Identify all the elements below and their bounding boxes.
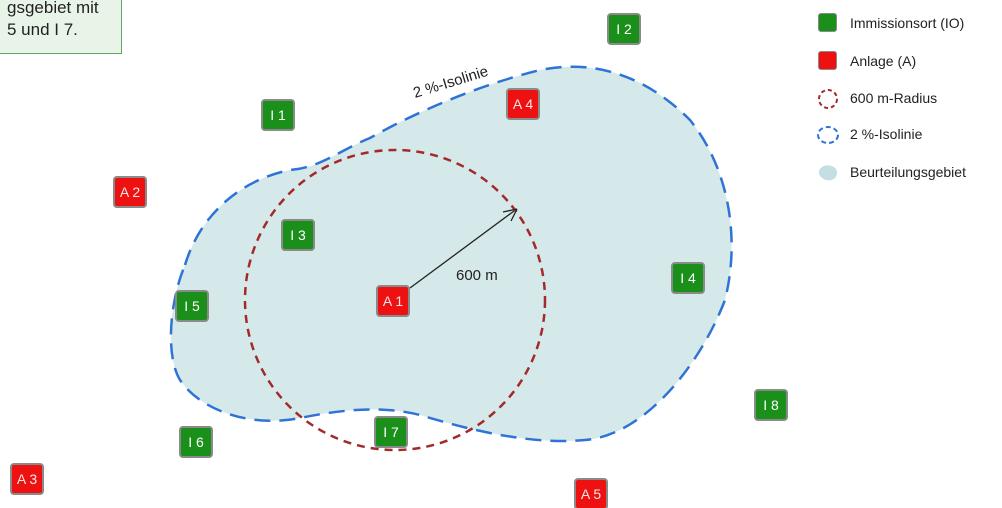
legend-item-io: Immissionsort (IO) [812,12,1002,36]
immissionsort-i4: I 4 [671,262,705,294]
marker-box [261,99,295,131]
marker-box [10,463,44,495]
legend-label-gebiet: Beurteilungsgebiet [850,164,966,180]
anlage-a4: A 4 [506,88,540,120]
radius-label: 600 m [456,267,498,284]
marker-label: I 3 [290,227,306,243]
anlage-a2: A 2 [113,176,147,208]
legend-label-io: Immissionsort (IO) [850,15,965,31]
callout-line-2: 5 und I 7. [7,20,78,39]
marker-label: A 5 [581,486,601,502]
marker-box [506,88,540,120]
marker-box [574,478,608,508]
marker-box [376,285,410,317]
immissionsort-i5: I 5 [175,290,209,322]
legend-label-anlage: Anlage (A) [850,53,917,69]
marker-label: I 6 [188,434,204,450]
marker-label: A 4 [513,96,533,112]
callout-line-1: gsgebiet mit [7,0,99,17]
marker-label: A 2 [120,184,140,200]
immissionsort-i1: I 1 [261,99,295,131]
legend-item-anlage: Anlage (A) [812,50,1002,74]
anlage-swatch-icon [816,50,840,74]
beurteilungsgebiet-area [169,65,733,443]
legend-item-radius: 600 m-Radius [812,87,1002,111]
marker-box [175,290,209,322]
immissionsort-i6: I 6 [179,426,213,458]
marker-label: I 4 [680,270,696,286]
anlage-a3: A 3 [10,463,44,495]
marker-label: I 8 [763,397,779,413]
marker-label: A 3 [17,471,37,487]
area-blob-icon [818,165,838,181]
immissionsort-i3: I 3 [281,219,315,251]
marker-label: I 5 [184,298,200,314]
legend-item-isolinie: 2 %-Isolinie [812,123,1002,147]
legend-label-isolinie: 2 %-Isolinie [850,126,923,142]
marker-box [754,389,788,421]
radius-circle [243,148,547,452]
io-swatch-icon [816,12,840,36]
immissionsort-i8: I 8 [754,389,788,421]
marker-box [179,426,213,458]
marker-label: A 1 [383,293,403,309]
info-callout: gsgebiet mit 5 und I 7. [0,0,122,54]
marker-label: I 7 [383,424,399,440]
dashed-circle-red-icon [818,89,838,109]
marker-box [607,13,641,45]
immissionsort-i7: I 7 [374,416,408,448]
radius-arrow [409,210,515,289]
marker-box [281,219,315,251]
legend-label-radius: 600 m-Radius [850,90,938,106]
legend-item-gebiet: Beurteilungsgebiet [812,161,1002,185]
marker-label: I 2 [616,21,632,37]
marker-box [374,416,408,448]
marker-box [671,262,705,294]
anlage-a5: A 5 [574,478,608,508]
immissionsort-i2: I 2 [607,13,641,45]
dashed-ellipse-blue-icon [817,126,839,144]
marker-box [113,176,147,208]
radius-arrowhead [502,208,518,222]
anlage-a1: A 1 [376,285,410,317]
marker-label: I 1 [270,107,286,123]
